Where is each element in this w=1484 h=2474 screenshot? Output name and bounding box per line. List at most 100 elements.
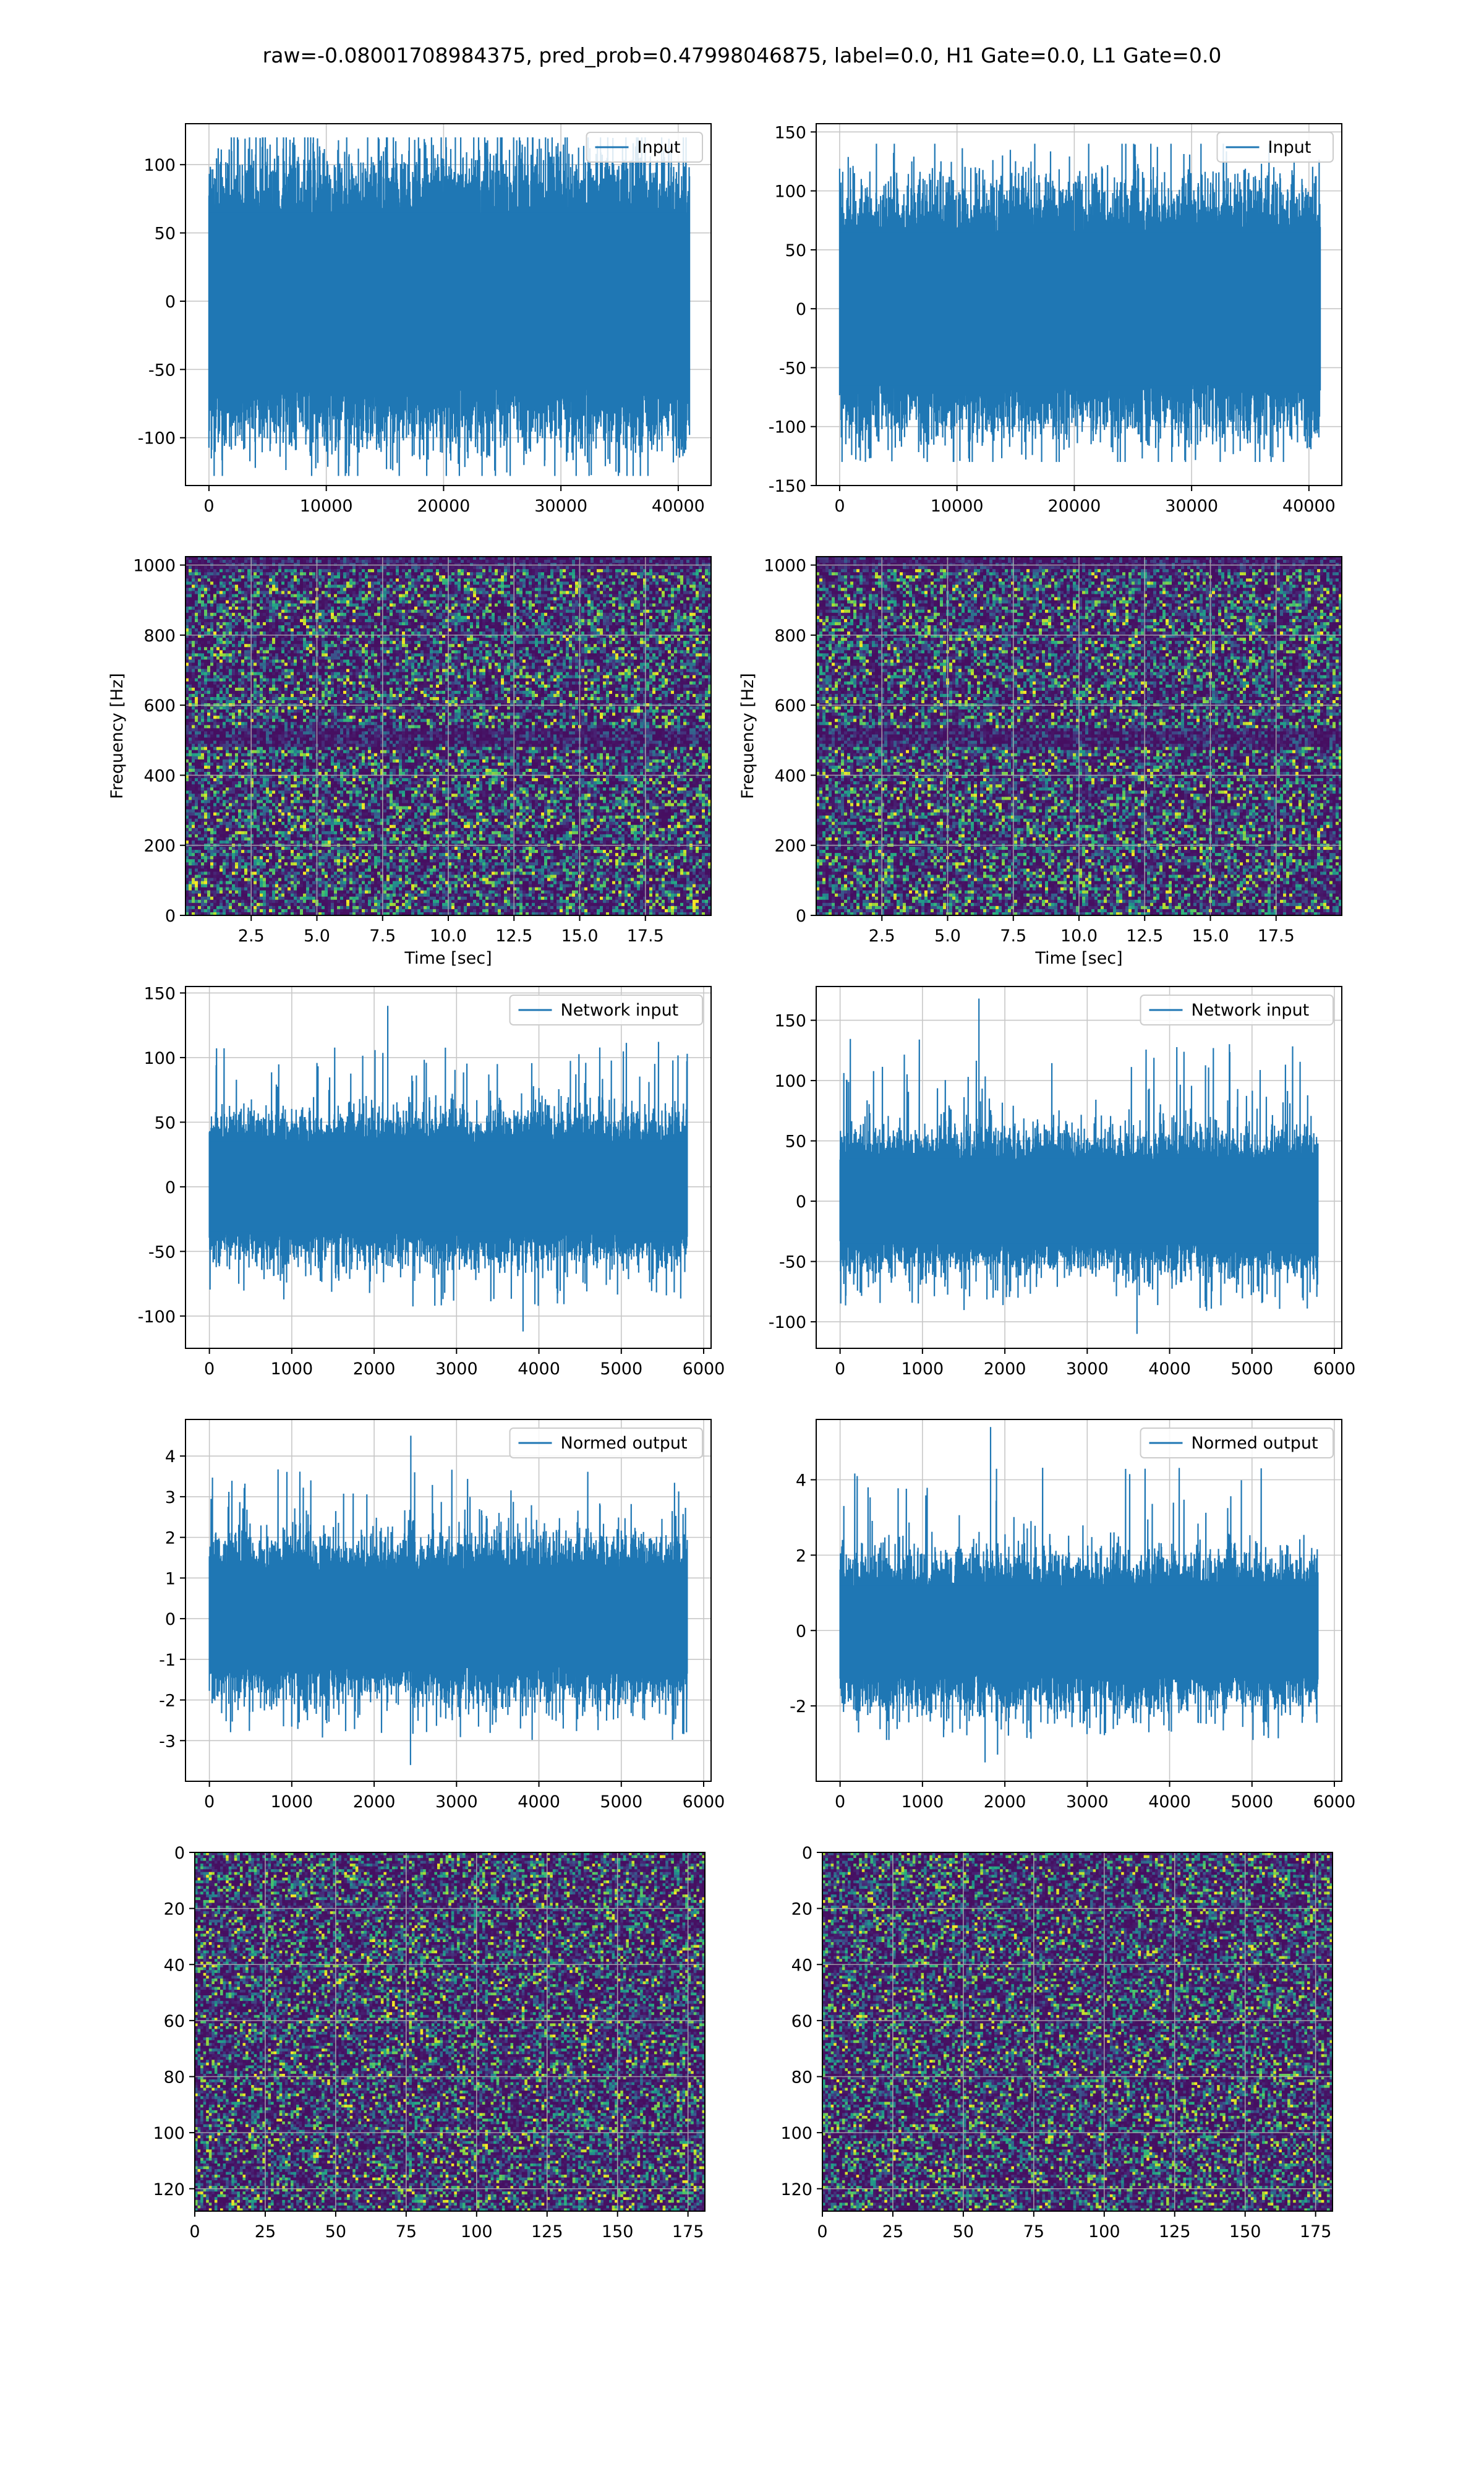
heatmap-cell bbox=[359, 622, 362, 626]
heatmap-cell bbox=[399, 566, 403, 570]
heatmap-cell bbox=[618, 566, 622, 570]
heatmap-cell bbox=[674, 594, 678, 598]
heatmap-cell bbox=[207, 597, 211, 601]
heatmap-cell bbox=[244, 560, 248, 563]
heatmap-cell bbox=[640, 625, 644, 629]
heatmap-cell bbox=[634, 628, 638, 632]
heatmap-cell bbox=[278, 569, 282, 573]
heatmap-cell bbox=[254, 597, 257, 601]
heatmap-cell bbox=[352, 594, 356, 598]
heatmap-cell bbox=[442, 644, 446, 648]
heatmap-cell bbox=[399, 638, 403, 641]
heatmap-cell bbox=[538, 610, 542, 614]
heatmap-cell bbox=[300, 601, 304, 604]
heatmap-cell bbox=[550, 604, 554, 607]
heatmap-cell bbox=[507, 604, 511, 607]
heatmap-cell bbox=[284, 613, 288, 617]
heatmap-cell bbox=[699, 572, 702, 576]
heatmap-cell bbox=[479, 619, 483, 623]
heatmap-cell bbox=[563, 584, 566, 588]
heatmap-cell bbox=[572, 569, 576, 573]
heatmap-cell bbox=[649, 584, 653, 588]
heatmap-cell bbox=[408, 597, 412, 601]
heatmap-cell bbox=[281, 572, 285, 576]
heatmap-cell bbox=[473, 569, 477, 573]
heatmap-cell bbox=[705, 560, 709, 563]
heatmap-cell bbox=[464, 616, 467, 620]
heatmap-cell bbox=[439, 619, 443, 623]
heatmap-cell bbox=[702, 560, 706, 563]
heatmap-cell bbox=[334, 625, 338, 629]
heatmap-cell bbox=[269, 628, 273, 632]
heatmap-cell bbox=[334, 619, 338, 623]
heatmap-cell bbox=[569, 610, 573, 614]
heatmap-cell bbox=[535, 575, 539, 579]
heatmap-cell bbox=[637, 601, 641, 604]
heatmap-cell bbox=[615, 566, 619, 570]
heatmap-cell bbox=[448, 569, 452, 573]
heatmap-cell bbox=[198, 584, 202, 588]
heatmap-cell bbox=[535, 578, 539, 582]
heatmap-cell bbox=[349, 575, 353, 579]
heatmap-cell bbox=[318, 601, 322, 604]
heatmap-cell bbox=[575, 594, 579, 598]
heatmap-cell bbox=[371, 578, 375, 582]
heatmap-cell bbox=[473, 560, 477, 563]
heatmap-cell bbox=[266, 619, 270, 623]
heatmap-cell bbox=[603, 604, 607, 607]
heatmap-cell bbox=[671, 588, 675, 591]
heatmap-cell bbox=[606, 628, 610, 632]
heatmap-cell bbox=[306, 638, 310, 641]
heatmap-cell bbox=[643, 597, 647, 601]
heatmap-cell bbox=[482, 569, 486, 573]
heatmap-cell bbox=[628, 572, 631, 576]
heatmap-cell bbox=[260, 601, 263, 604]
heatmap-cell bbox=[594, 578, 597, 582]
heatmap-cell bbox=[318, 638, 322, 641]
heatmap-cell bbox=[451, 578, 455, 582]
heatmap-cell bbox=[501, 566, 505, 570]
heatmap-cell bbox=[189, 613, 192, 617]
heatmap-cell bbox=[655, 575, 659, 579]
heatmap-cell bbox=[278, 584, 282, 588]
heatmap-cell bbox=[371, 601, 375, 604]
heatmap-cell bbox=[396, 601, 399, 604]
heatmap-cell bbox=[575, 566, 579, 570]
heatmap-cell bbox=[693, 616, 696, 620]
heatmap-cell bbox=[569, 607, 573, 610]
heatmap-cell bbox=[541, 604, 545, 607]
heatmap-cell bbox=[569, 601, 573, 604]
heatmap-cell bbox=[516, 622, 520, 626]
heatmap-cell bbox=[359, 644, 362, 648]
heatmap-cell bbox=[393, 607, 396, 610]
heatmap-cell bbox=[665, 594, 668, 598]
heatmap-cell bbox=[510, 560, 514, 563]
heatmap-cell bbox=[417, 622, 421, 626]
heatmap-cell bbox=[312, 607, 316, 610]
heatmap-cell bbox=[461, 613, 464, 617]
heatmap-cell bbox=[359, 594, 362, 598]
heatmap-cell bbox=[349, 578, 353, 582]
heatmap-cell bbox=[368, 631, 372, 635]
heatmap-cell bbox=[451, 628, 455, 632]
heatmap-cell bbox=[352, 638, 356, 641]
heatmap-cell bbox=[566, 604, 569, 607]
heatmap-cell bbox=[448, 604, 452, 607]
heatmap-cell bbox=[235, 625, 239, 629]
heatmap-cell bbox=[652, 588, 656, 591]
heatmap-cell bbox=[383, 560, 387, 563]
heatmap-cell bbox=[278, 625, 282, 629]
heatmap-cell bbox=[278, 597, 282, 601]
heatmap-cell bbox=[448, 622, 452, 626]
heatmap-cell bbox=[192, 578, 195, 582]
heatmap-cell bbox=[232, 604, 236, 607]
heatmap-cell bbox=[328, 610, 331, 614]
heatmap-cell bbox=[318, 560, 322, 563]
heatmap-cell bbox=[665, 572, 668, 576]
heatmap-cell bbox=[430, 594, 433, 598]
heatmap-cell bbox=[556, 610, 560, 614]
heatmap-cell bbox=[288, 572, 291, 576]
heatmap-cell bbox=[597, 607, 600, 610]
heatmap-cell bbox=[322, 578, 325, 582]
